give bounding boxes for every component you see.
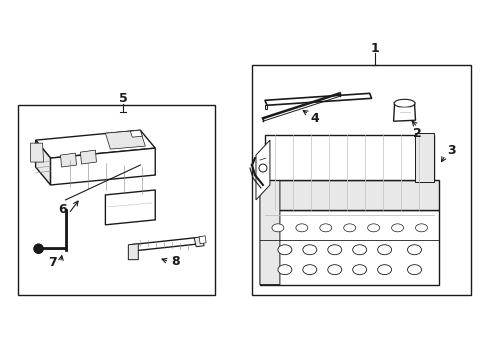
Ellipse shape [343,224,356,232]
Ellipse shape [303,245,317,255]
Ellipse shape [378,245,392,255]
Polygon shape [265,93,371,105]
Ellipse shape [416,224,427,232]
Polygon shape [130,130,142,137]
Ellipse shape [278,245,292,255]
Text: 5: 5 [119,92,128,105]
Ellipse shape [353,265,367,275]
Polygon shape [105,190,155,225]
Polygon shape [260,180,440,210]
Ellipse shape [328,265,342,275]
Ellipse shape [353,245,367,255]
Polygon shape [36,140,50,185]
Text: 1: 1 [370,42,379,55]
Circle shape [34,244,43,253]
Polygon shape [265,105,267,109]
Polygon shape [260,175,280,285]
Ellipse shape [320,224,332,232]
Ellipse shape [328,245,342,255]
Ellipse shape [296,224,308,232]
Ellipse shape [392,224,404,232]
Polygon shape [415,133,435,182]
Ellipse shape [272,224,284,232]
Polygon shape [260,210,440,285]
Bar [252,66,471,294]
Polygon shape [393,103,416,121]
Polygon shape [50,148,155,185]
Ellipse shape [408,265,421,275]
Polygon shape [61,153,76,167]
Text: 3: 3 [447,144,456,157]
Polygon shape [36,130,155,158]
Polygon shape [105,130,145,149]
Circle shape [259,164,267,172]
Polygon shape [199,236,206,244]
Ellipse shape [303,265,317,275]
Ellipse shape [408,245,421,255]
Bar [18,105,215,294]
Polygon shape [265,135,435,180]
Ellipse shape [368,224,380,232]
Polygon shape [256,140,270,200]
Text: 4: 4 [311,112,319,125]
Polygon shape [30,143,44,162]
Polygon shape [130,238,200,251]
Text: 7: 7 [48,256,57,269]
Ellipse shape [378,265,392,275]
Text: 2: 2 [413,127,422,140]
Text: 8: 8 [171,255,179,268]
Polygon shape [80,150,97,164]
Ellipse shape [394,99,415,107]
Text: 6: 6 [58,203,67,216]
Ellipse shape [278,265,292,275]
Polygon shape [194,237,204,247]
Polygon shape [130,251,135,258]
Polygon shape [128,244,138,260]
